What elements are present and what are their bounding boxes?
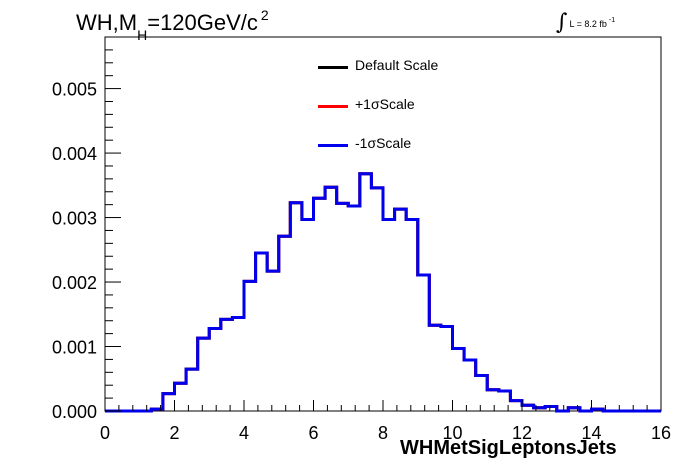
title-subscript: H bbox=[137, 27, 148, 43]
y-tick-label: 0.002 bbox=[52, 273, 97, 293]
x-axis-label: WHMetSigLeptonsJets bbox=[400, 437, 617, 459]
x-tick-label: 12 bbox=[512, 423, 532, 443]
legend: Default Scale +1σScale -1σScale bbox=[318, 54, 518, 171]
legend-label-default: Default Scale bbox=[355, 57, 439, 73]
series-line-2 bbox=[105, 172, 661, 413]
legend-label-minus1sigma: -1σScale bbox=[355, 135, 412, 151]
x-tick-label: 6 bbox=[308, 423, 318, 443]
luminosity-text: L = 8.2 fb bbox=[569, 19, 607, 29]
legend-entry-plus1sigma: +1σScale bbox=[318, 93, 518, 132]
x-tick-label: 14 bbox=[581, 423, 601, 443]
luminosity-label: ∫ L = 8.2 fb -1 bbox=[556, 8, 616, 35]
legend-entry-default: Default Scale bbox=[318, 54, 518, 93]
y-tick-label: 0.000 bbox=[52, 402, 97, 422]
series-layer bbox=[105, 172, 661, 413]
x-tick-label: 16 bbox=[651, 423, 671, 443]
x-tick-label: 8 bbox=[378, 423, 388, 443]
x-tick-label: 10 bbox=[442, 423, 462, 443]
x-tick-label: 4 bbox=[239, 423, 249, 443]
title-main: WH,M bbox=[76, 10, 138, 35]
integral-symbol: ∫ bbox=[556, 10, 568, 35]
axis-layer: 0 2 4 6 8 10 12 14 16 0.000 0.001 0.002 0.003 0.004 0.… bbox=[52, 36, 671, 443]
legend-swatch-default bbox=[318, 66, 348, 69]
plot-title: WH,MH=120GeV/c 2 bbox=[76, 7, 269, 43]
y-tick-label: 0.004 bbox=[52, 144, 97, 164]
title-value: =120GeV/c bbox=[147, 10, 258, 35]
title-superscript: 2 bbox=[260, 7, 269, 23]
luminosity-exponent: -1 bbox=[608, 17, 616, 24]
x-tick-label: 2 bbox=[169, 423, 179, 443]
y-tick-label: 0.005 bbox=[52, 80, 97, 100]
legend-swatch-minus1sigma bbox=[318, 144, 348, 147]
legend-label-plus1sigma: +1σScale bbox=[355, 96, 415, 112]
x-tick-label: 0 bbox=[100, 423, 110, 443]
y-tick-label: 0.003 bbox=[52, 209, 97, 229]
y-tick-label: 0.001 bbox=[52, 338, 97, 358]
legend-swatch-plus1sigma bbox=[318, 105, 348, 108]
legend-entry-minus1sigma: -1σScale bbox=[318, 132, 518, 171]
